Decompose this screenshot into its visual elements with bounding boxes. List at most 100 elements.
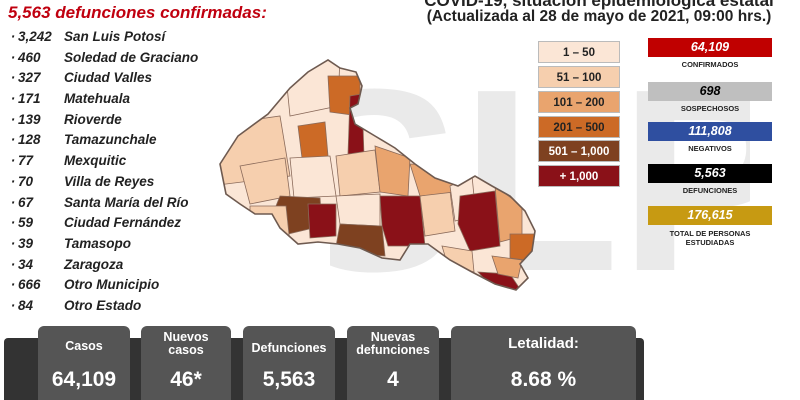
summary-card-casos: Casos 64,109 (38, 326, 130, 400)
list-item: · 139 Rioverde (8, 110, 198, 131)
map-region (379, 195, 426, 247)
list-item: · 67 Santa María del Río (8, 193, 198, 214)
stat-label-negativos: NEGATIVOS (688, 144, 732, 153)
map-region (457, 190, 501, 252)
bullet-icon: · (10, 194, 16, 210)
bullet-icon: · (10, 111, 16, 127)
municipality-name: Santa María del Río (64, 194, 189, 210)
bullet-icon: · (10, 91, 16, 107)
card-value: 64,109 (51, 368, 117, 391)
stat-label-confirmados: CONFIRMADOS (681, 60, 739, 69)
legend-label: 501 – 1,000 (548, 146, 610, 158)
summary-card-letalidad: Letalidad: 8.68 % (451, 326, 636, 400)
death-count: 84 (18, 297, 34, 313)
municipality-name: Tamasopo (64, 235, 132, 251)
municipality-name: Ciudad Fernández (64, 215, 182, 231)
death-count: 77 (18, 153, 34, 169)
bullet-icon: · (10, 132, 16, 148)
bullet-icon: · (10, 215, 16, 231)
legend-item: 1 – 50 (538, 41, 620, 63)
map-region (335, 149, 381, 197)
card-label: Casos (65, 339, 103, 353)
legend-label: 201 – 500 (553, 122, 605, 134)
map-region (419, 190, 456, 237)
death-count: 67 (18, 194, 34, 210)
map-region (297, 121, 329, 159)
bullet-icon: · (10, 297, 16, 313)
bullet-icon: · (10, 49, 16, 65)
list-item: · 460 Soledad de Graciano (8, 48, 199, 69)
map-region (374, 145, 411, 197)
municipality-name: Matehuala (64, 91, 131, 107)
map-region (239, 157, 291, 205)
stat-value-confirmados: 64,109 (648, 38, 772, 57)
death-count: 666 (18, 277, 41, 293)
stat-label-sospechosos: SOSPECHOSOS (680, 104, 740, 113)
death-count: 327 (18, 70, 41, 86)
list-item: · 128 Tamazunchale (8, 130, 198, 151)
list-item: · 666 Otro Municipio (8, 275, 198, 296)
death-count: 70 (18, 173, 34, 189)
municipality-name: Tamazunchale (64, 132, 157, 148)
card-value: 46* (170, 368, 202, 391)
card-label: Nuevas defunciones (356, 330, 430, 357)
bullet-icon: · (10, 256, 16, 272)
death-count: 460 (18, 49, 41, 65)
death-count: 34 (18, 256, 34, 272)
legend-item: 101 – 200 (538, 91, 620, 113)
state-choropleth-map (219, 59, 536, 291)
legend-label: + 1,000 (559, 171, 599, 183)
bullet-icon: · (10, 235, 16, 251)
summary-card-nuevas-defunciones: Nuevas defunciones 4 (347, 326, 439, 400)
legend-label: 51 – 100 (556, 72, 602, 84)
stat-value-sospechosos: 698 (648, 82, 772, 101)
stat-value-defunciones: 5,563 (648, 164, 772, 183)
death-count: 39 (18, 235, 34, 251)
list-item: · 77 Mexquitic (8, 151, 198, 172)
card-value: 4 (387, 368, 399, 391)
stat-label-defunciones: DEFUNCIONES (682, 186, 738, 195)
map-region (491, 255, 523, 279)
map-region (509, 233, 535, 262)
map-region (289, 155, 337, 199)
card-label: Nuevos casos (163, 330, 209, 357)
legend-label: 101 – 200 (553, 97, 605, 109)
legend-item: 501 – 1,000 (538, 140, 620, 162)
bullet-icon: · (10, 29, 16, 44)
list-item: · 327 Ciudad Valles (8, 68, 198, 89)
municipality-name: Villa de Reyes (64, 173, 155, 189)
bullet-icon: · (10, 277, 16, 293)
report-date: (Actualizada al 28 de mayo de 2021, 09:0… (426, 8, 772, 25)
death-count: 139 (18, 111, 41, 127)
page-title: 5,563 defunciones confirmadas: (8, 3, 267, 22)
map-region (334, 223, 386, 257)
municipality-name: Ciudad Valles (64, 70, 153, 86)
stat-label-total-estudiadas: TOTAL DE PERSONAS ESTUDIADAS (669, 229, 751, 247)
card-value: 8.68 % (510, 368, 577, 391)
municipality-name: Rioverde (64, 111, 122, 127)
bullet-icon: · (10, 153, 16, 169)
municipality-name: Mexquitic (64, 153, 127, 169)
death-count: 3,242 (18, 29, 52, 44)
card-value: 5,563 (262, 368, 316, 391)
stat-value-total-estudiadas: 176,615 (648, 206, 772, 225)
death-count: 128 (18, 132, 41, 148)
summary-card-nuevos-casos: Nuevos casos 46* (141, 326, 231, 400)
legend-item: 201 – 500 (538, 116, 620, 138)
list-item: · 39 Tamasopo (8, 234, 198, 255)
report-title: COVID-19, situación epidemiológica estat… (424, 0, 774, 10)
list-item: · 84 Otro Estado (8, 296, 198, 317)
state-outline (219, 59, 536, 291)
list-item: · 70 Villa de Reyes (8, 172, 198, 193)
card-label: Letalidad: (508, 335, 579, 352)
death-count: 171 (18, 91, 41, 107)
legend-label: 1 – 50 (563, 47, 595, 59)
card-label: Defunciones (251, 341, 327, 355)
list-item: · 3,242 San Luis Potosí (8, 27, 198, 48)
municipality-name: Otro Estado (64, 297, 142, 313)
stat-value-negativos: 111,808 (648, 122, 772, 141)
map-region (249, 205, 291, 247)
map-region (335, 193, 381, 227)
bullet-icon: · (10, 70, 16, 86)
legend-item: 51 – 100 (538, 66, 620, 88)
